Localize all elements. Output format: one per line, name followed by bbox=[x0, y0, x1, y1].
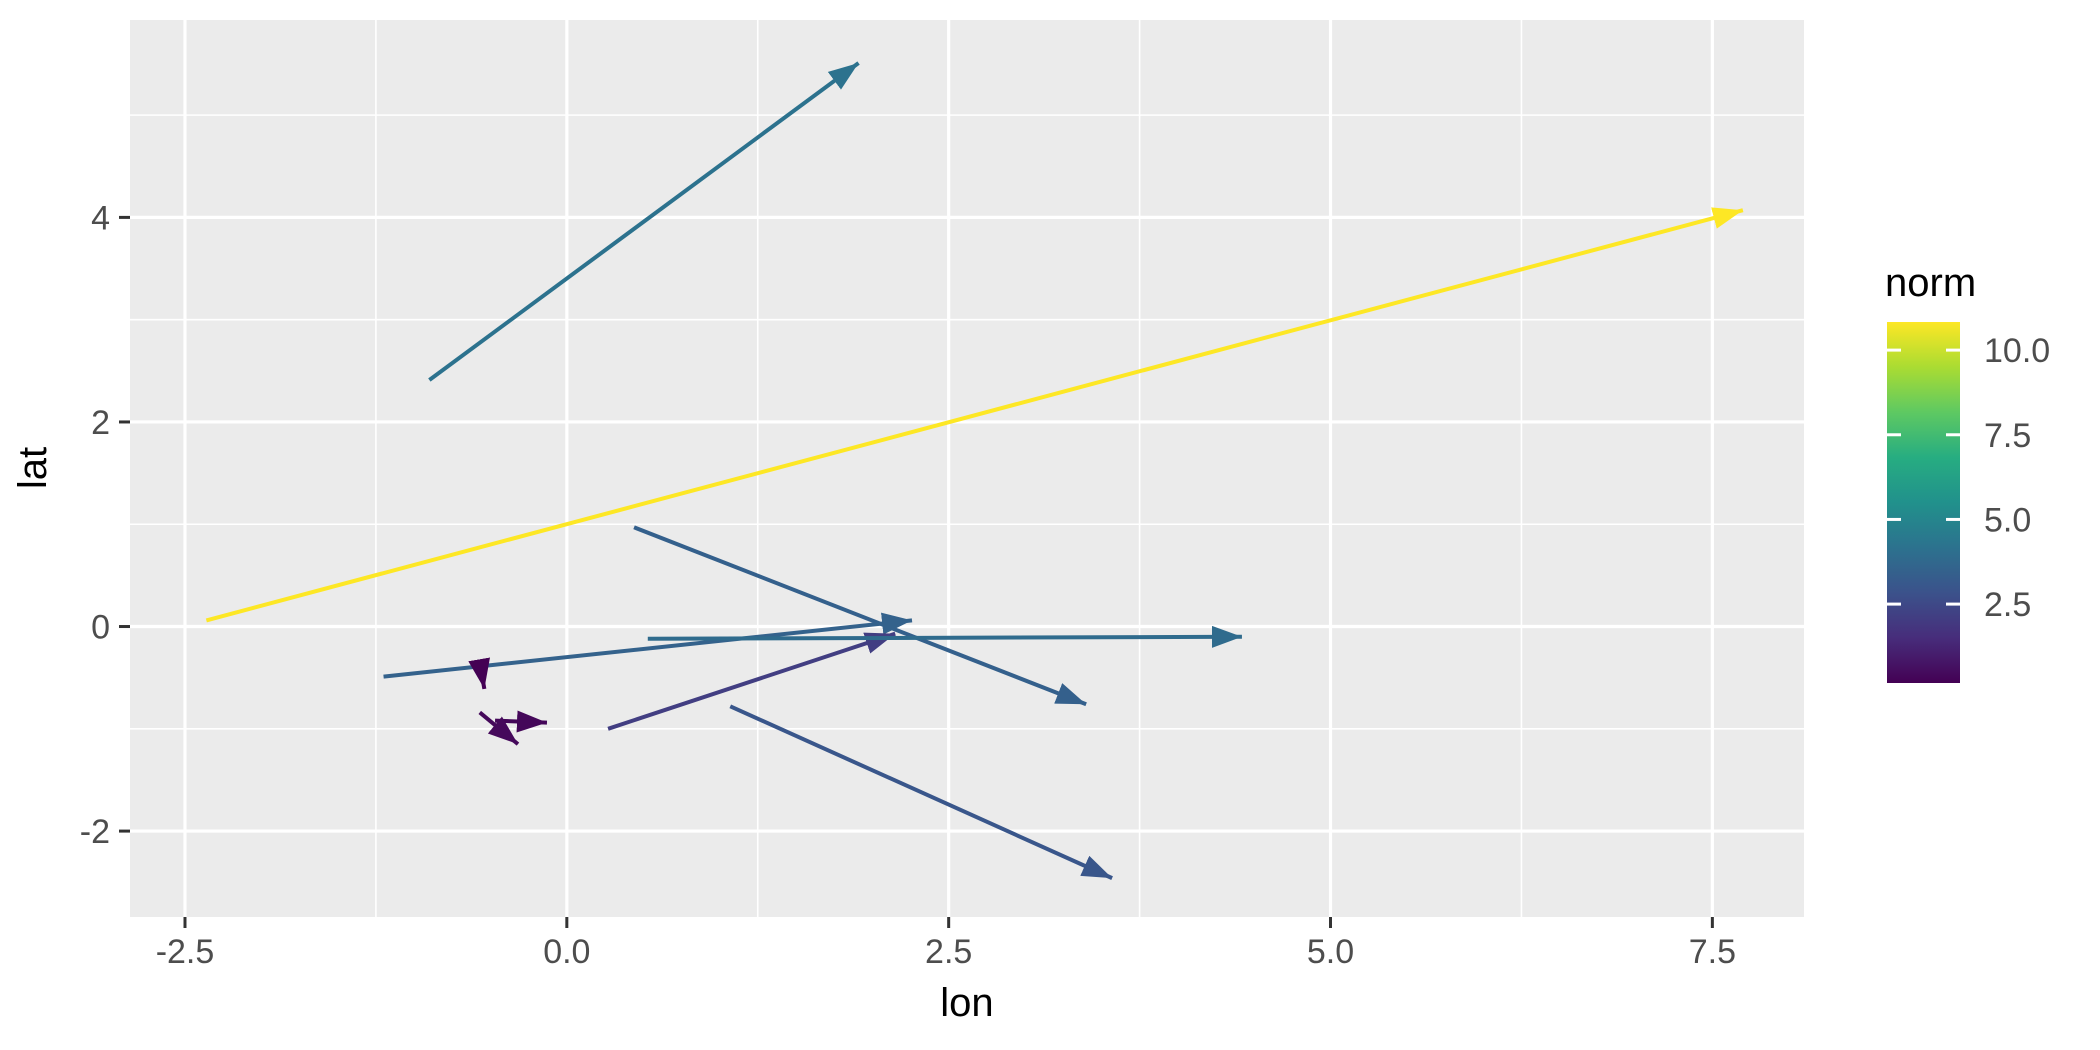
arrow-segment bbox=[647, 625, 1242, 648]
arrow-segment bbox=[205, 207, 1744, 623]
x-axis-tick-label: 5.0 bbox=[1307, 933, 1354, 971]
x-axis-title: lon bbox=[940, 981, 993, 1025]
x-axis-tick-label: 2.5 bbox=[925, 933, 972, 971]
axis-layer: -2.5 0.0 2.5 5.0 7.5 -2 0 2 4 bbox=[80, 199, 1736, 971]
arrow-segment bbox=[494, 710, 548, 733]
arrow-segment bbox=[607, 631, 896, 731]
y-axis-tick-label: 2 bbox=[91, 404, 110, 442]
legend-tick-label: 7.5 bbox=[1984, 417, 2031, 455]
plot-panel-layer bbox=[130, 20, 1804, 917]
arrow-segment bbox=[428, 61, 860, 382]
arrow-segment bbox=[478, 710, 520, 746]
x-axis-tick-label: 0.0 bbox=[543, 933, 590, 971]
y-axis-tick-label: 4 bbox=[91, 199, 110, 237]
arrow-segments-layer bbox=[205, 61, 1744, 880]
legend-tick-label: 2.5 bbox=[1984, 586, 2031, 624]
x-axis-tick-label: 7.5 bbox=[1689, 933, 1736, 971]
x-axis-tick-label: -2.5 bbox=[156, 933, 215, 971]
legend-tick-label: 5.0 bbox=[1984, 501, 2031, 539]
arrow-segment bbox=[729, 704, 1113, 880]
arrow-segment bbox=[633, 525, 1087, 707]
arrow-segment bbox=[468, 657, 490, 690]
legend-colorbar bbox=[1887, 322, 1960, 683]
legend-tick-label: 10.0 bbox=[1984, 332, 2050, 370]
legend-title: norm bbox=[1885, 261, 1976, 305]
y-axis-tick-label: -2 bbox=[80, 813, 110, 851]
y-axis-title: lat bbox=[11, 447, 55, 489]
y-axis-tick-label: 0 bbox=[91, 609, 110, 647]
plot-panel bbox=[130, 20, 1804, 917]
legend-colorbar-layer: 10.0 7.5 5.0 2.5 bbox=[1887, 322, 2050, 683]
